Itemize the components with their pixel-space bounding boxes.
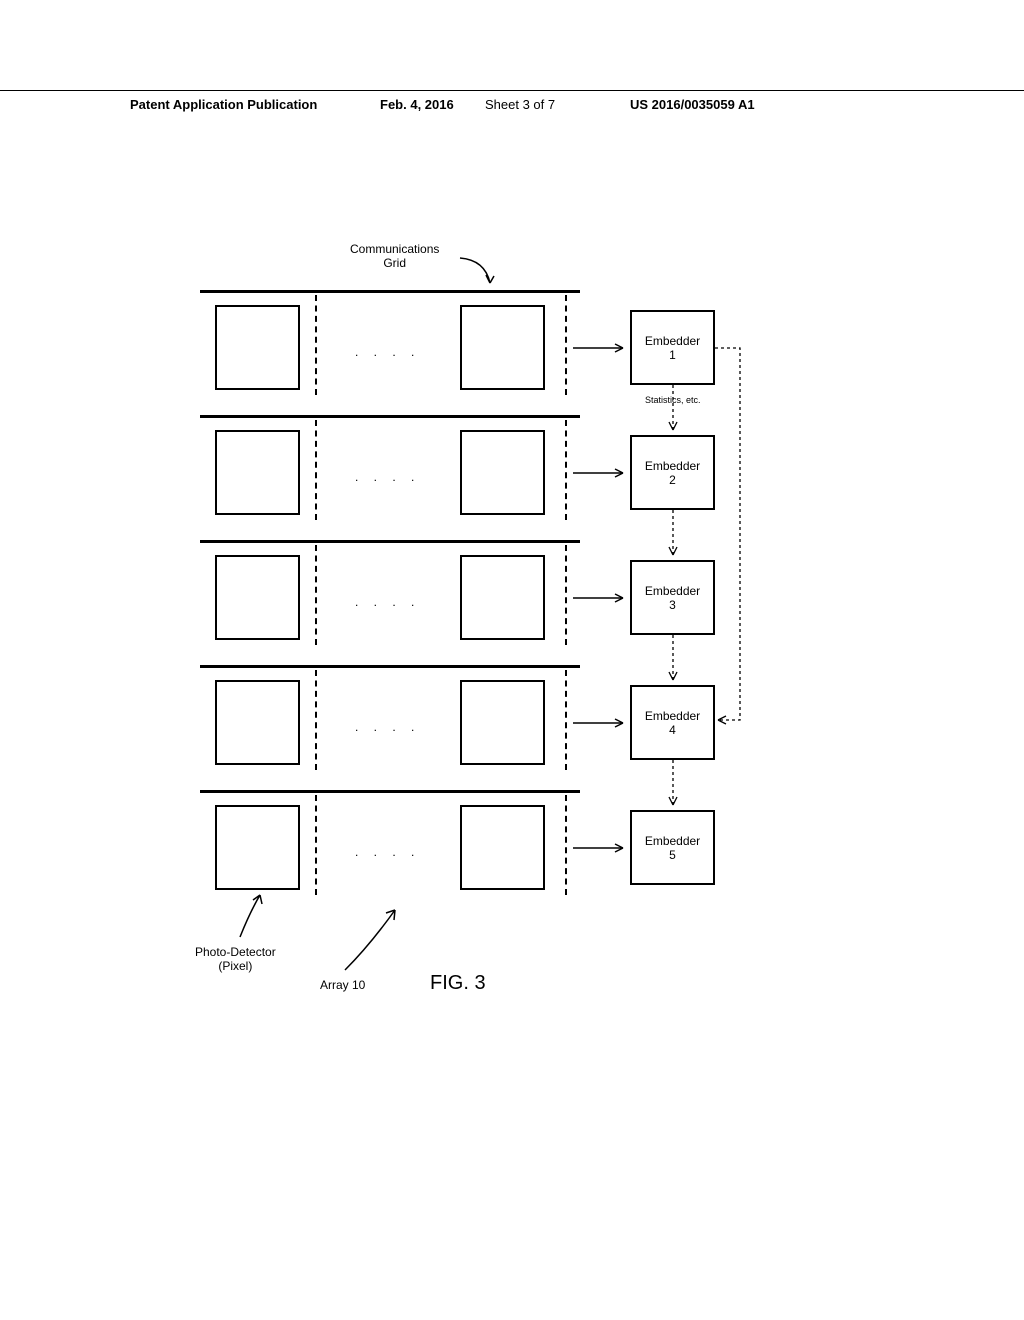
dash-line <box>315 545 317 645</box>
dash-line <box>315 420 317 520</box>
dash-line <box>565 295 567 395</box>
header-sheet: Sheet 3 of 7 <box>485 97 555 112</box>
photo-detector-label: Photo-Detector (Pixel) <box>195 945 276 973</box>
ellipsis-dots: . . . . <box>355 345 420 359</box>
dash-line <box>565 795 567 895</box>
array-label: Array 10 <box>320 978 365 992</box>
embedder-box-1: Embedder 1 <box>630 310 715 385</box>
figure-diagram: Communications Grid . . . . Embedder 1 S… <box>200 260 800 1060</box>
page-header: Patent Application Publication Feb. 4, 2… <box>0 90 1024 110</box>
pixel-box <box>215 305 300 390</box>
grid-line <box>200 790 580 793</box>
row-arrow-icon <box>573 343 628 353</box>
embedder-down-arrow-icon <box>668 510 678 560</box>
grid-line <box>200 415 580 418</box>
grid-line <box>200 540 580 543</box>
dash-line <box>315 295 317 395</box>
embedder-down-arrow-icon <box>668 760 678 810</box>
row-arrow-icon <box>573 468 628 478</box>
feedback-loop-icon <box>715 345 750 730</box>
row-arrow-icon <box>573 843 628 853</box>
pixel-box <box>460 305 545 390</box>
dash-line <box>565 670 567 770</box>
ellipsis-dots: . . . . <box>355 845 420 859</box>
dash-line <box>565 545 567 645</box>
embedder-down-arrow-icon <box>668 385 678 435</box>
embedder-box-3: Embedder 3 <box>630 560 715 635</box>
header-number: US 2016/0035059 A1 <box>630 97 755 112</box>
pixel-box <box>215 555 300 640</box>
embedder-box-4: Embedder 4 <box>630 685 715 760</box>
pixel-box <box>460 430 545 515</box>
photo-detector-arrow-icon <box>235 892 275 942</box>
pixel-box <box>215 680 300 765</box>
ellipsis-dots: . . . . <box>355 720 420 734</box>
row-arrow-icon <box>573 718 628 728</box>
dash-line <box>315 795 317 895</box>
embedder-down-arrow-icon <box>668 635 678 685</box>
communications-grid-label: Communications Grid <box>350 242 439 270</box>
dash-line <box>565 420 567 520</box>
header-date: Feb. 4, 2016 <box>380 97 454 112</box>
header-publication: Patent Application Publication <box>130 97 317 112</box>
pixel-box <box>460 555 545 640</box>
dash-line <box>315 670 317 770</box>
grid-line <box>200 665 580 668</box>
pixel-box <box>215 430 300 515</box>
pixel-box <box>460 680 545 765</box>
embedder-box-2: Embedder 2 <box>630 435 715 510</box>
array-arrow-icon <box>340 905 410 975</box>
ellipsis-dots: . . . . <box>355 595 420 609</box>
embedder-box-5: Embedder 5 <box>630 810 715 885</box>
grid-line <box>200 290 580 293</box>
pixel-box <box>215 805 300 890</box>
ellipsis-dots: . . . . <box>355 470 420 484</box>
figure-label: FIG. 3 <box>430 972 486 995</box>
pixel-box <box>460 805 545 890</box>
row-arrow-icon <box>573 593 628 603</box>
comm-grid-arrow-icon <box>455 255 505 295</box>
